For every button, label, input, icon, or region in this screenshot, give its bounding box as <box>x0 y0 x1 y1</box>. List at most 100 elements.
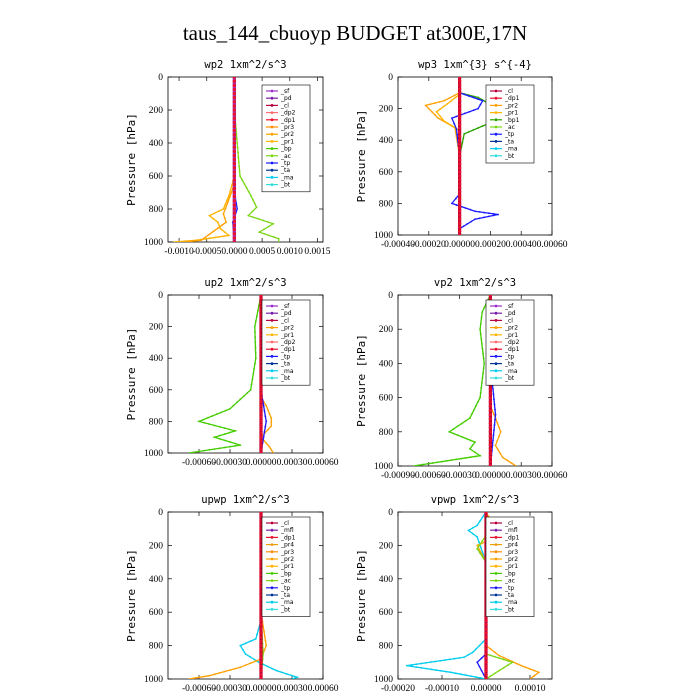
series-point_pr2 <box>208 233 211 236</box>
series-point_ac <box>493 672 496 675</box>
series-point_dp1 <box>457 213 462 217</box>
series-point_pr2 <box>443 99 446 102</box>
y-tick-label: 800 <box>379 642 394 652</box>
series-point_pr2 <box>263 649 266 651</box>
series-point_dp1 <box>259 295 263 297</box>
legend-entry: _mfl <box>280 527 294 534</box>
legend-entry: _cl <box>280 317 289 324</box>
series-point_dp1 <box>488 430 493 434</box>
series-point_dp1 <box>457 162 462 166</box>
plot-frame <box>167 76 324 243</box>
series-point_dp2 <box>469 456 472 459</box>
series-point_dp1 <box>488 447 493 451</box>
legend-marker <box>270 557 274 561</box>
series-point_ma <box>475 648 477 650</box>
y-tick-label: 400 <box>149 575 164 585</box>
legend-marker <box>270 608 274 611</box>
plot-frame <box>167 511 324 680</box>
legend-entry: _dp2 <box>504 339 520 346</box>
series-point_pr2 <box>498 435 500 438</box>
series-point_pr2 <box>476 544 479 547</box>
series-point_ma <box>420 662 422 665</box>
series-point_tp <box>478 665 481 668</box>
series-point_dp1 <box>457 99 462 103</box>
series-point_tp <box>265 420 268 423</box>
legend-entry: _pr1 <box>280 138 294 145</box>
series-point_pr2 <box>212 230 215 233</box>
y-tick-label: 800 <box>149 205 164 215</box>
legend-marker <box>494 536 498 539</box>
legend-marker <box>494 147 498 151</box>
series-point_pr2 <box>434 114 436 116</box>
series-point_tp <box>493 403 496 406</box>
series-point_ma <box>439 659 442 662</box>
series-point_pr1 <box>213 236 216 239</box>
series-point_ma <box>410 664 413 666</box>
series-point_pr2 <box>208 674 211 677</box>
series-point_tp <box>480 657 483 659</box>
y-tick-label: 400 <box>379 359 394 369</box>
series-point_dp1 <box>259 423 263 428</box>
series-point_dp1 <box>457 178 462 182</box>
series-point_dp2 <box>483 306 486 309</box>
series-point_dp1 <box>232 186 237 191</box>
series-point_dp1 <box>259 652 263 656</box>
series-point_ac <box>236 142 239 144</box>
series-point_dp2 <box>253 325 256 328</box>
series-point_ac <box>255 206 258 209</box>
series-point_ma <box>481 551 484 553</box>
panel-title: vpwp 1xm^2/s^3 <box>431 494 520 506</box>
series-point_pr2 <box>222 213 225 215</box>
y-tick-label: 0 <box>388 73 393 83</box>
series-point_dp2 <box>234 445 237 447</box>
series-point_pr2 <box>223 217 226 220</box>
y-tick-label: 600 <box>379 394 394 404</box>
x-tick-label: 0.00060 <box>308 684 339 694</box>
series-point_tp <box>492 214 495 217</box>
legend-entry: _ma <box>504 146 518 153</box>
series-point_dp1 <box>232 153 237 158</box>
y-tick-label: 1000 <box>374 231 393 241</box>
legend-entry: _pr1 <box>280 563 294 570</box>
series-point_pr2 <box>497 448 499 451</box>
series-point_dp2 <box>460 422 463 425</box>
series-point_pr2 <box>494 444 497 447</box>
series-point_dp1 <box>232 128 237 133</box>
series-point_pr1 <box>224 203 227 206</box>
series-point_ma <box>280 671 283 674</box>
series-point_pr1 <box>439 115 442 118</box>
series-point_dp1 <box>457 95 462 99</box>
series-point_dp1 <box>232 120 237 125</box>
y-axis-label: Pressure [hPa] <box>355 110 368 203</box>
series-point_ac <box>477 127 479 129</box>
series-point_dp1 <box>484 623 488 627</box>
series-point_tp <box>464 112 466 115</box>
series-point_pr1 <box>208 214 211 217</box>
series-point_dp1 <box>259 673 263 677</box>
series-point_dp1 <box>488 460 493 464</box>
series-point_dp1 <box>259 623 263 627</box>
y-axis-label: Pressure [hPa] <box>125 549 138 642</box>
series-point_dp1 <box>259 443 263 447</box>
legend-marker <box>270 586 274 590</box>
x-tick-label: 0.00010 <box>515 684 546 694</box>
series-point_pr2 <box>262 625 265 628</box>
series-point_pr1 <box>439 108 441 110</box>
series-point_dp1 <box>232 145 237 149</box>
series-point_pr2 <box>270 417 273 420</box>
legend-marker <box>494 326 498 329</box>
series-point_dp1 <box>259 388 263 392</box>
series-point_ac <box>463 133 466 135</box>
y-tick-label: 1000 <box>374 675 393 685</box>
legend-box <box>261 84 311 193</box>
series-point_pr2 <box>489 648 492 650</box>
series-point_dp2 <box>256 315 258 317</box>
panel-grid: wp2 1xm^2/s^3 Pressure [hPa] 0 200 400 600 800… <box>125 59 568 694</box>
series-point_tp <box>472 109 475 112</box>
series-point_pr1 <box>435 110 438 113</box>
legend-marker <box>494 586 498 590</box>
y-tick-label: 1000 <box>144 675 163 685</box>
series-point_pr1 <box>178 240 180 242</box>
series-point_dp2 <box>450 459 453 461</box>
series-point_dp1 <box>232 104 237 108</box>
